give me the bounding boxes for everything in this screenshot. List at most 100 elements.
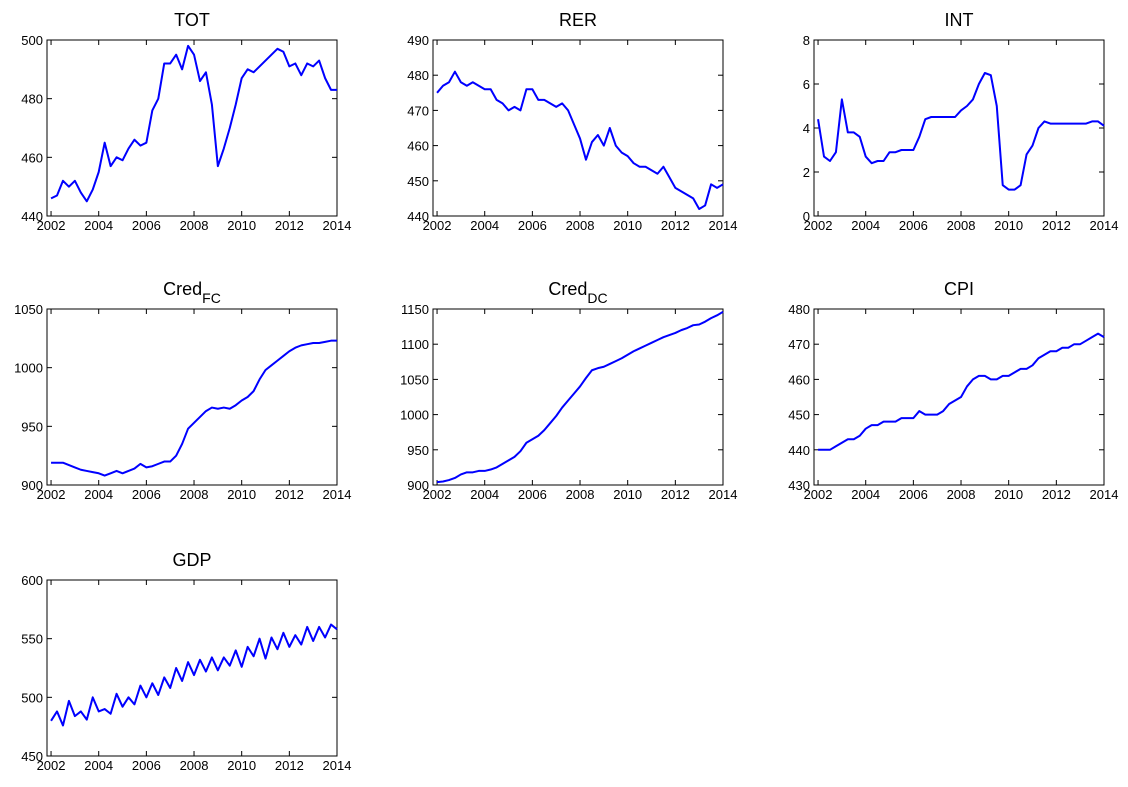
y-tick-label: 550 bbox=[21, 632, 43, 647]
y-tick-label: 6 bbox=[803, 77, 810, 92]
y-tick-label: 460 bbox=[407, 139, 429, 154]
y-tick-label: 4 bbox=[803, 121, 810, 136]
x-tick-label: 2012 bbox=[661, 218, 690, 233]
subplot-title: GDP bbox=[172, 550, 211, 570]
x-tick-label: 2012 bbox=[275, 218, 304, 233]
y-tick-label: 480 bbox=[788, 302, 810, 317]
y-tick-label: 950 bbox=[21, 419, 43, 434]
y-tick-label: 450 bbox=[788, 408, 810, 423]
title-subscript: DC bbox=[587, 290, 607, 306]
y-tick-label: 1050 bbox=[400, 372, 429, 387]
x-tick-label: 2014 bbox=[323, 487, 352, 502]
y-tick-label: 460 bbox=[21, 150, 43, 165]
title-text: Cred bbox=[163, 279, 202, 299]
x-tick-label: 2008 bbox=[947, 218, 976, 233]
y-tick-label: 480 bbox=[21, 92, 43, 107]
x-tick-label: 2014 bbox=[1090, 218, 1119, 233]
x-tick-label: 2004 bbox=[84, 487, 113, 502]
x-tick-label: 2004 bbox=[851, 218, 880, 233]
axes-box bbox=[432, 308, 724, 486]
x-tick-label: 2004 bbox=[470, 487, 499, 502]
axes-box bbox=[813, 39, 1105, 217]
axes-box bbox=[46, 579, 338, 757]
x-tick-label: 2008 bbox=[947, 487, 976, 502]
subplot-title: RER bbox=[559, 10, 597, 30]
y-tick-label: 0 bbox=[803, 209, 810, 224]
x-tick-label: 2010 bbox=[994, 218, 1023, 233]
x-tick-label: 2012 bbox=[1042, 218, 1071, 233]
y-tick-label: 440 bbox=[788, 443, 810, 458]
y-tick-label: 1100 bbox=[401, 337, 429, 352]
x-tick-label: 2008 bbox=[180, 758, 209, 773]
x-tick-label: 2004 bbox=[84, 758, 113, 773]
x-tick-label: 2006 bbox=[518, 218, 547, 233]
title-subscript: FC bbox=[202, 290, 221, 306]
series-line bbox=[50, 44, 337, 203]
x-tick-label: 2006 bbox=[899, 218, 928, 233]
x-tick-label: 2002 bbox=[37, 487, 66, 502]
y-tick-label: 470 bbox=[788, 337, 810, 352]
y-tick-label: 1000 bbox=[400, 408, 429, 423]
x-tick-label: 2002 bbox=[423, 487, 452, 502]
x-tick-label: 2006 bbox=[132, 487, 161, 502]
y-tick-label: 480 bbox=[407, 68, 429, 83]
y-tick-label: 900 bbox=[21, 478, 43, 493]
subplot: CredFC 900 950 1000 1050 2002 2004 2006 2008 2010… bbox=[14, 279, 351, 502]
x-tick-label: 2008 bbox=[566, 487, 595, 502]
y-tick-label: 2 bbox=[803, 165, 810, 180]
x-tick-label: 2002 bbox=[804, 218, 833, 233]
axes-box bbox=[46, 39, 338, 217]
y-tick-label: 430 bbox=[788, 478, 810, 493]
x-tick-label: 2012 bbox=[661, 487, 690, 502]
y-tick-label: 950 bbox=[407, 443, 429, 458]
axes-box bbox=[432, 39, 724, 217]
y-tick-label: 440 bbox=[407, 209, 429, 224]
subplot: RER 440 450 460 470 480 490 2002 2004 2006 2008 201… bbox=[407, 10, 737, 233]
y-tick-label: 500 bbox=[21, 33, 43, 48]
title-text: GDP bbox=[172, 550, 211, 570]
x-tick-label: 2006 bbox=[518, 487, 547, 502]
x-tick-label: 2012 bbox=[1042, 487, 1071, 502]
y-tick-label: 470 bbox=[407, 103, 429, 118]
subplot-title: TOT bbox=[174, 10, 210, 30]
x-tick-label: 2010 bbox=[613, 218, 642, 233]
subplot: GDP 450 500 550 600 2002 2004 2006 2008 2010 2012 2… bbox=[21, 550, 351, 773]
y-tick-label: 900 bbox=[407, 478, 429, 493]
x-tick-label: 2014 bbox=[709, 487, 738, 502]
x-tick-label: 2010 bbox=[227, 758, 256, 773]
x-tick-label: 2014 bbox=[709, 218, 738, 233]
y-tick-label: 460 bbox=[788, 372, 810, 387]
y-tick-label: 1150 bbox=[401, 302, 429, 317]
x-tick-label: 2006 bbox=[132, 758, 161, 773]
x-tick-label: 2008 bbox=[566, 218, 595, 233]
series-line bbox=[50, 623, 338, 727]
x-tick-label: 2002 bbox=[423, 218, 452, 233]
series-line bbox=[436, 310, 724, 484]
y-tick-label: 490 bbox=[407, 33, 429, 48]
x-tick-label: 2014 bbox=[323, 218, 352, 233]
title-text: TOT bbox=[174, 10, 210, 30]
x-tick-label: 2006 bbox=[899, 487, 928, 502]
y-tick-label: 600 bbox=[21, 573, 43, 588]
axes-box bbox=[813, 308, 1105, 486]
series-line bbox=[51, 339, 337, 477]
x-tick-label: 2004 bbox=[851, 487, 880, 502]
x-tick-label: 2008 bbox=[180, 218, 209, 233]
y-tick-label: 1050 bbox=[14, 302, 43, 317]
subplot-title: CredDC bbox=[548, 279, 607, 306]
x-tick-label: 2010 bbox=[613, 487, 642, 502]
subplot: CPI 430 440 450 460 470 480 2002 2004 2006 2008 201… bbox=[788, 279, 1118, 502]
subplot: INT 0 2 4 6 8 2002 2004 2006 2008 2010 2012 2014 bbox=[803, 10, 1119, 233]
title-text: CPI bbox=[944, 279, 974, 299]
x-tick-label: 2002 bbox=[37, 218, 66, 233]
x-tick-label: 2004 bbox=[84, 218, 113, 233]
subplot-title: CredFC bbox=[163, 279, 221, 306]
x-tick-label: 2006 bbox=[132, 218, 161, 233]
series-line bbox=[817, 72, 1105, 191]
series-line bbox=[436, 70, 724, 210]
series-line bbox=[818, 332, 1105, 451]
x-tick-label: 2002 bbox=[37, 758, 66, 773]
subplot-title: CPI bbox=[944, 279, 974, 299]
title-text: INT bbox=[945, 10, 974, 30]
